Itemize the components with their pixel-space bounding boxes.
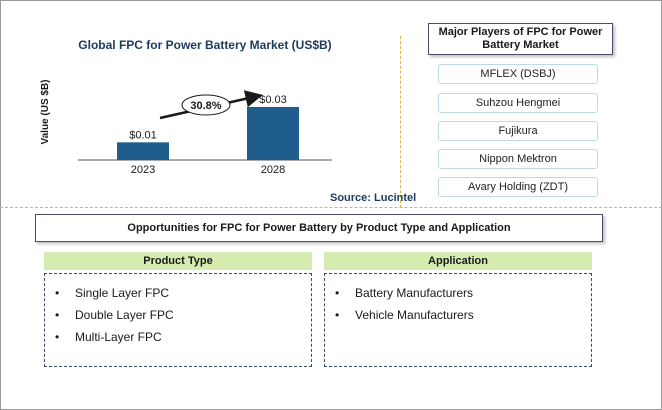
source-note: Source: Lucintel bbox=[330, 192, 417, 204]
player-item: Fujikura bbox=[438, 121, 598, 141]
data-label: $0.01 bbox=[129, 129, 157, 141]
product-type-list: Single Layer FPC Double Layer FPC Multi-… bbox=[44, 273, 312, 367]
cagr-annotation: 30.8% bbox=[159, 90, 263, 120]
product-type-header: Product Type bbox=[44, 252, 312, 270]
list-item: Double Layer FPC bbox=[45, 304, 311, 326]
players-title: Major Players of FPC for Power Battery M… bbox=[428, 23, 613, 55]
list-item: Single Layer FPC bbox=[45, 282, 311, 304]
cagr-label: 30.8% bbox=[190, 100, 221, 112]
bar-2028 bbox=[247, 107, 299, 160]
player-item: MFLEX (DSBJ) bbox=[438, 64, 598, 84]
x-tick-label: 2028 bbox=[261, 164, 285, 176]
application-list: Battery Manufacturers Vehicle Manufactur… bbox=[324, 273, 592, 367]
player-item: Nippon Mektron bbox=[438, 149, 598, 169]
vertical-divider bbox=[400, 36, 401, 208]
y-axis-label: Value (US $B) bbox=[40, 79, 51, 144]
player-item: Suhzou Hengmei bbox=[438, 93, 598, 113]
list-item: Battery Manufacturers bbox=[325, 282, 591, 304]
list-item: Multi-Layer FPC bbox=[45, 326, 311, 348]
horizontal-divider bbox=[0, 207, 662, 208]
chart-title: Global FPC for Power Battery Market (US$… bbox=[78, 38, 332, 52]
cagr-ellipse bbox=[181, 94, 231, 116]
player-item: Avary Holding (ZDT) bbox=[438, 177, 598, 197]
application-header: Application bbox=[324, 252, 592, 270]
x-tick-label: 2023 bbox=[131, 164, 155, 176]
bar-2023 bbox=[117, 142, 169, 160]
list-item: Vehicle Manufacturers bbox=[325, 304, 591, 326]
bar-chart: Value (US $B) $0.01 2023 $0.03 2028 30.8% bbox=[40, 79, 332, 176]
data-label: $0.03 bbox=[259, 94, 287, 106]
opportunities-title: Opportunities for FPC for Power Battery … bbox=[35, 214, 603, 242]
